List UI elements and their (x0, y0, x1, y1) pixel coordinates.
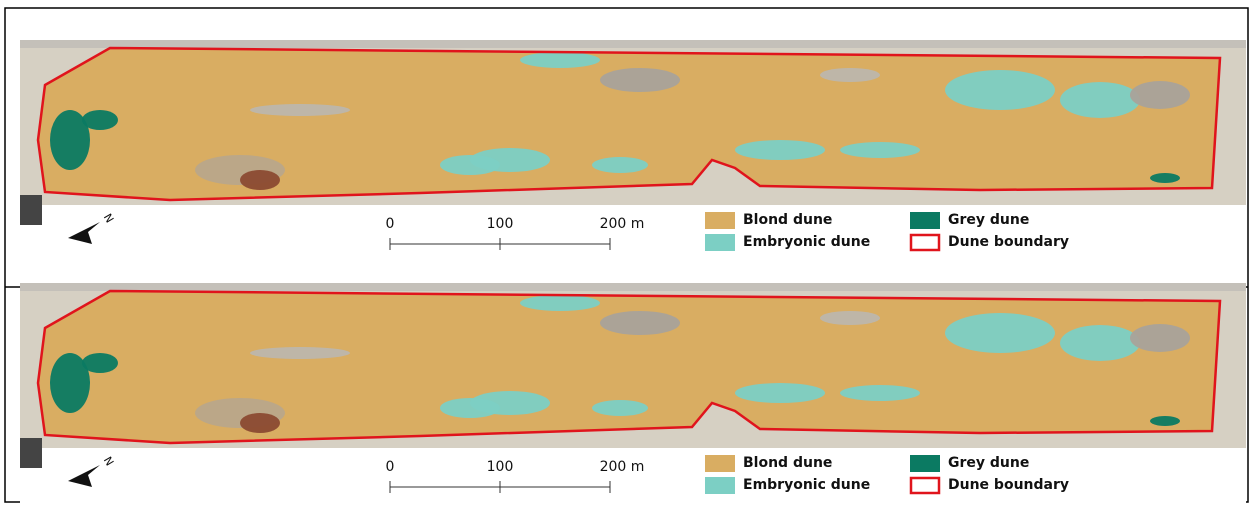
corner-building (20, 438, 42, 468)
legend-label: Grey dune (948, 455, 1029, 471)
habitat-patch (592, 400, 648, 416)
page: {"panels": [ {"north_label": "N", "scale… (0, 0, 1253, 508)
scale-label: 200 m (600, 216, 645, 232)
habitat-patch (1150, 173, 1180, 183)
legend-swatch (705, 234, 735, 251)
habitat-patch (440, 398, 500, 418)
habitat-patch (735, 140, 825, 160)
legend-swatch (911, 478, 939, 493)
white-strip (20, 448, 1246, 504)
habitat-patch (250, 347, 350, 359)
habitat-patch (735, 383, 825, 403)
legend-swatch (910, 212, 940, 229)
habitat-patch (840, 142, 920, 158)
legend-label: Embryonic dune (743, 477, 870, 493)
habitat-patch (1060, 325, 1140, 361)
scale-label: 100 (487, 459, 514, 475)
legend-swatch (705, 212, 735, 229)
habitat-patch (945, 70, 1055, 110)
habitat-patch (82, 353, 118, 373)
habitat-patch (440, 155, 500, 175)
habitat-patch (520, 52, 600, 68)
habitat-patch (820, 311, 880, 325)
habitat-patch (520, 295, 600, 311)
building-strip (20, 283, 1246, 291)
scale-label: 200 m (600, 459, 645, 475)
habitat-patch (1150, 416, 1180, 426)
legend-label: Embryonic dune (743, 234, 870, 250)
legend-swatch (705, 477, 735, 494)
habitat-patch (820, 68, 880, 82)
habitat-patch (600, 311, 680, 335)
habitat-patch (945, 313, 1055, 353)
legend-swatch (911, 235, 939, 250)
legend-swatch (910, 455, 940, 472)
habitat-patch (592, 157, 648, 173)
habitat-patch (1130, 324, 1190, 352)
habitat-patch (1130, 81, 1190, 109)
legend-label: Blond dune (743, 212, 832, 228)
habitat-patch (240, 413, 280, 433)
building-strip (20, 40, 1246, 48)
corner-building (20, 195, 42, 225)
habitat-patch (600, 68, 680, 92)
legend-label: Dune boundary (948, 234, 1069, 250)
habitat-patch (250, 104, 350, 116)
habitat-patch (240, 170, 280, 190)
figure: N0100200 mBlond duneGrey duneEmbryonic d… (0, 0, 1253, 504)
legend-label: Blond dune (743, 455, 832, 471)
scale-label: 100 (487, 216, 514, 232)
scale-label: 0 (386, 459, 395, 475)
scale-label: 0 (386, 216, 395, 232)
habitat-patch (840, 385, 920, 401)
legend-swatch (705, 455, 735, 472)
habitat-patch (82, 110, 118, 130)
habitat-patch (1060, 82, 1140, 118)
legend-label: Dune boundary (948, 477, 1069, 493)
legend-label: Grey dune (948, 212, 1029, 228)
